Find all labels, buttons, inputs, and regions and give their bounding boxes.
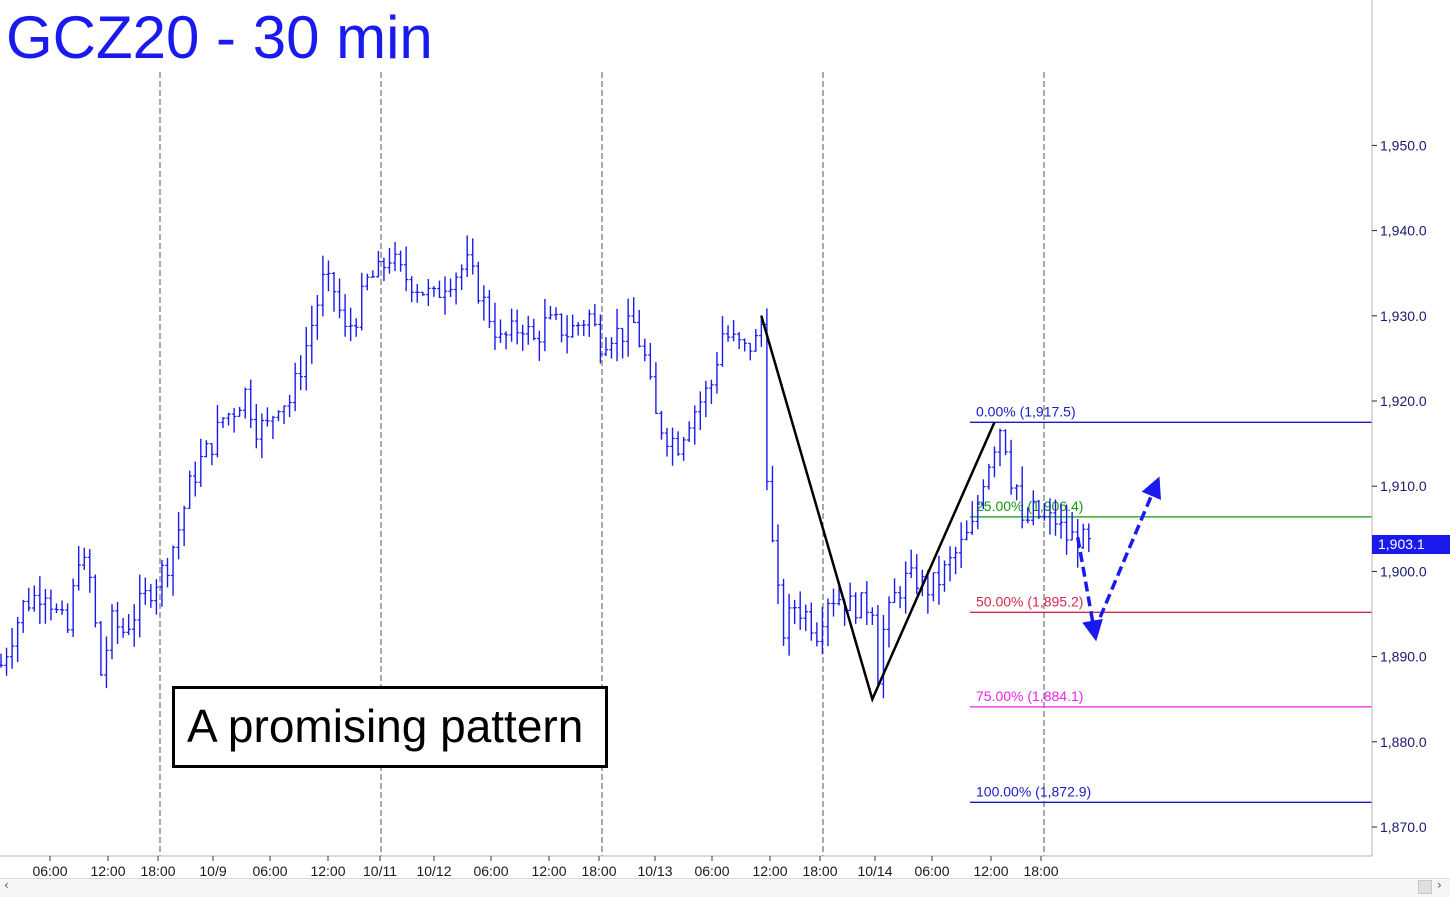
- x-tick-label: 06:00: [473, 863, 508, 879]
- projection-arrow: [1092, 476, 1161, 632]
- chart-title: GCZ20 - 30 min: [6, 4, 433, 71]
- x-tick-label: 18:00: [140, 863, 175, 879]
- horizontal-scrollbar[interactable]: [0, 878, 1450, 897]
- x-tick-label: 06:00: [252, 863, 287, 879]
- annotation-text: A promising pattern: [187, 700, 584, 752]
- scroll-left-arrow-icon[interactable]: ‹: [4, 878, 9, 892]
- y-tick-label: 1,950.0: [1380, 137, 1427, 153]
- projection-arrows: [1075, 476, 1161, 642]
- annotation-box: A promising pattern: [172, 686, 608, 768]
- y-tick-label: 1,870.0: [1380, 819, 1427, 835]
- x-tick-label: 18:00: [581, 863, 616, 879]
- scroll-thumb[interactable]: [1418, 880, 1432, 894]
- x-tick-label: 10/9: [199, 863, 226, 879]
- y-tick-label: 1,940.0: [1380, 223, 1427, 239]
- projection-arrow: [1075, 537, 1103, 642]
- x-tick-label: 10/14: [857, 863, 892, 879]
- y-tick-label: 1,890.0: [1380, 649, 1427, 665]
- price-bars: [0, 235, 1091, 699]
- y-tick-label: 1,920.0: [1380, 393, 1427, 409]
- pattern-polyline: [760, 315, 996, 703]
- y-tick-label: 1,880.0: [1380, 734, 1427, 750]
- time-axis: 06:00 12:00 18:00 10/9 06:00 12:00 10/11 10/12 0…: [32, 856, 1059, 879]
- fib-level-label: 75.00% (1,884.1): [976, 688, 1083, 704]
- fib-level-label: 50.00% (1,895.2): [976, 593, 1083, 609]
- x-tick-label: 06:00: [694, 863, 729, 879]
- pattern-line: [760, 315, 996, 703]
- x-tick-label: 18:00: [802, 863, 837, 879]
- last-price-marker: 1,903.1: [1372, 535, 1450, 554]
- fib-level-label: 25.00% (1,906.4): [976, 498, 1083, 514]
- scroll-right-arrow-icon[interactable]: ›: [1437, 878, 1442, 892]
- x-tick-label: 12:00: [752, 863, 787, 879]
- last-price-label: 1,903.1: [1378, 536, 1425, 552]
- x-tick-label: 12:00: [973, 863, 1008, 879]
- fibonacci-levels: 0.00% (1,917.5) 25.00% (1,906.4) 50.00% (1…: [970, 403, 1372, 803]
- y-tick-label: 1,900.0: [1380, 563, 1427, 579]
- fib-level-label: 0.00% (1,917.5): [976, 403, 1076, 419]
- x-tick-label: 12:00: [90, 863, 125, 879]
- y-tick-label: 1,930.0: [1380, 308, 1427, 324]
- price-axis: 1,950.0 1,940.0 1,930.0 1,920.0 1,910.0 1,900…: [1372, 137, 1427, 835]
- x-tick-label: 12:00: [310, 863, 345, 879]
- x-tick-label: 12:00: [531, 863, 566, 879]
- x-tick-label: 06:00: [914, 863, 949, 879]
- x-tick-label: 18:00: [1023, 863, 1058, 879]
- y-tick-label: 1,910.0: [1380, 478, 1427, 494]
- x-tick-label: 10/13: [637, 863, 672, 879]
- fib-level-label: 100.00% (1,872.9): [976, 783, 1091, 799]
- x-tick-label: 06:00: [32, 863, 67, 879]
- x-tick-label: 10/12: [416, 863, 451, 879]
- last-price-box: [1372, 535, 1450, 554]
- x-tick-label: 10/11: [363, 863, 397, 879]
